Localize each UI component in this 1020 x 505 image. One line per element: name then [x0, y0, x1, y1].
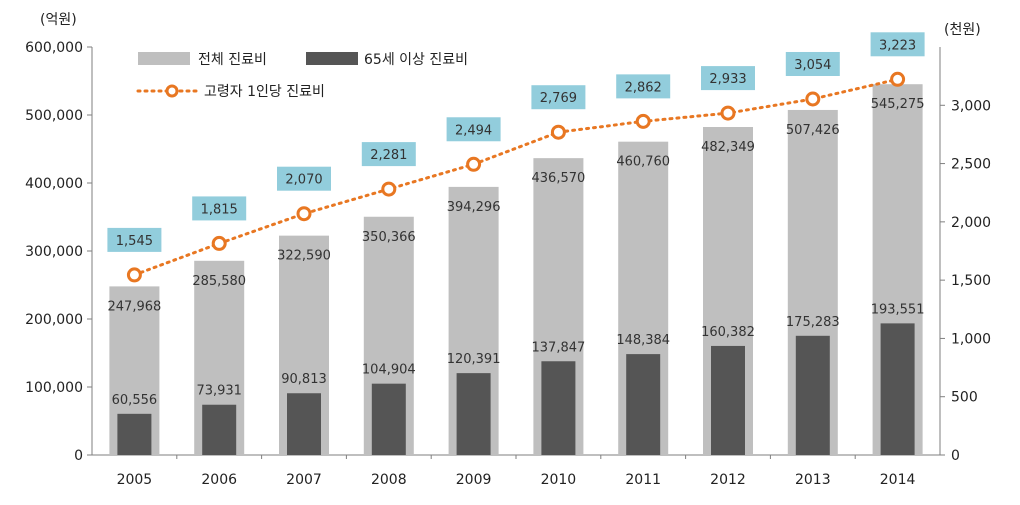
senior-bar-label: 148,384 [616, 333, 670, 348]
per-capita-label: 3,054 [794, 58, 831, 73]
senior-bar-label: 193,551 [871, 302, 925, 317]
per-capita-line-path [132, 77, 900, 277]
x-tick-label: 2014 [880, 472, 916, 488]
total-bar-label: 350,366 [362, 230, 416, 245]
right-tick-label: 500 [951, 390, 978, 406]
senior-bar-label: 137,847 [532, 340, 586, 355]
left-tick-label: 0 [74, 448, 83, 464]
total-bar-label: 285,580 [192, 274, 246, 289]
x-tick-label: 2006 [201, 472, 237, 488]
total-bar-label: 507,426 [786, 123, 840, 138]
legend-swatch-total [138, 52, 190, 65]
per-capita-point [890, 71, 906, 87]
per-capita-label-box [446, 117, 501, 142]
per-capita-label: 2,769 [540, 91, 577, 106]
legend-label-total: 전체 진료비 [198, 52, 267, 68]
per-capita-label: 2,933 [709, 72, 746, 87]
total-bar-label: 394,296 [447, 200, 501, 215]
senior-bar [117, 413, 152, 455]
left-tick-label: 600,000 [25, 40, 83, 56]
per-capita-point [720, 105, 736, 121]
x-tick-label: 2005 [117, 472, 153, 488]
senior-bar [880, 323, 915, 455]
x-tick-label: 2008 [371, 472, 407, 488]
per-capita-point [805, 91, 821, 107]
x-tick-label: 2007 [286, 472, 322, 488]
per-capita-label-box [701, 66, 755, 91]
per-capita-line [126, 71, 906, 283]
x-tick-label: 2013 [795, 472, 831, 488]
right-axis-unit: (천원) [944, 22, 981, 38]
per-capita-point [126, 267, 142, 283]
left-tick-label: 400,000 [25, 176, 83, 192]
right-tick-label: 3,000 [951, 98, 991, 114]
senior-bar [371, 383, 406, 455]
total-bar-label: 436,570 [532, 171, 586, 186]
per-capita-point [211, 235, 227, 251]
legend-swatch-marker [165, 84, 179, 98]
axes: 0 100,000 200,000 300,000 400,000 500,000 600,… [25, 12, 991, 488]
senior-bar-label: 90,813 [281, 372, 327, 387]
per-capita-label-box [192, 196, 247, 221]
right-tick-label: 2,000 [951, 215, 991, 231]
right-tick-label: 2,500 [951, 157, 991, 173]
senior-bar-label: 160,382 [701, 325, 755, 340]
per-capita-label: 2,070 [285, 173, 322, 188]
senior-bars [117, 323, 915, 455]
per-capita-label-box [107, 227, 162, 252]
senior-bar-label: 104,904 [362, 363, 416, 378]
legend-swatch-senior [306, 52, 358, 65]
per-capita-label-box [870, 32, 925, 57]
legend-label-line: 고령자 1인당 진료비 [204, 84, 325, 100]
per-capita-label: 2,862 [625, 80, 662, 95]
per-capita-label: 1,815 [201, 202, 238, 217]
senior-bar-label: 175,283 [786, 315, 840, 330]
per-capita-label-box [616, 74, 671, 99]
left-tick-label: 200,000 [25, 312, 83, 328]
senior-bar-label: 60,556 [112, 393, 158, 408]
per-capita-label-box [785, 51, 840, 76]
x-tick-label: 2012 [710, 472, 746, 488]
senior-bar-label: 73,931 [196, 384, 242, 399]
data-labels: 247,968 285,580 322,590 350,366 394,296 436,5… [107, 32, 925, 408]
per-capita-label: 3,223 [879, 38, 916, 53]
left-axis-unit: (억원) [40, 12, 77, 28]
per-capita-point [466, 156, 482, 172]
total-bar-label: 247,968 [108, 299, 162, 314]
per-capita-point [635, 113, 651, 129]
per-capita-label-box [531, 85, 586, 110]
legend-label-senior: 65세 이상 진료비 [364, 52, 468, 68]
x-tick-label: 2011 [625, 472, 661, 488]
senior-bar [202, 404, 237, 455]
left-tick-label: 300,000 [25, 244, 83, 260]
total-bar-label: 322,590 [277, 249, 331, 264]
senior-bar [541, 361, 576, 455]
per-capita-label: 1,545 [116, 234, 153, 249]
per-capita-point [550, 124, 566, 140]
total-bar-label: 482,349 [701, 140, 755, 155]
right-tick-label: 1,000 [951, 331, 991, 347]
senior-bar [795, 335, 830, 455]
total-bar-label: 460,760 [616, 155, 670, 170]
per-capita-point [381, 181, 397, 197]
total-bar-label: 545,275 [871, 97, 925, 112]
senior-bar-label: 120,391 [447, 352, 501, 367]
right-tick-label: 0 [951, 448, 960, 464]
per-capita-label: 2,494 [455, 123, 492, 138]
senior-bar [287, 393, 321, 455]
x-tick-label: 2010 [541, 472, 577, 488]
left-tick-label: 500,000 [25, 108, 83, 124]
x-tick-label: 2009 [456, 472, 492, 488]
per-capita-label-box [361, 142, 416, 167]
per-capita-point [296, 206, 312, 222]
right-tick-label: 1,500 [951, 273, 991, 289]
per-capita-label-box [277, 166, 331, 191]
senior-bar [711, 345, 745, 455]
left-tick-label: 100,000 [25, 380, 83, 396]
senior-bar [626, 354, 661, 455]
per-capita-label: 2,281 [370, 148, 407, 163]
senior-bar [456, 373, 491, 455]
